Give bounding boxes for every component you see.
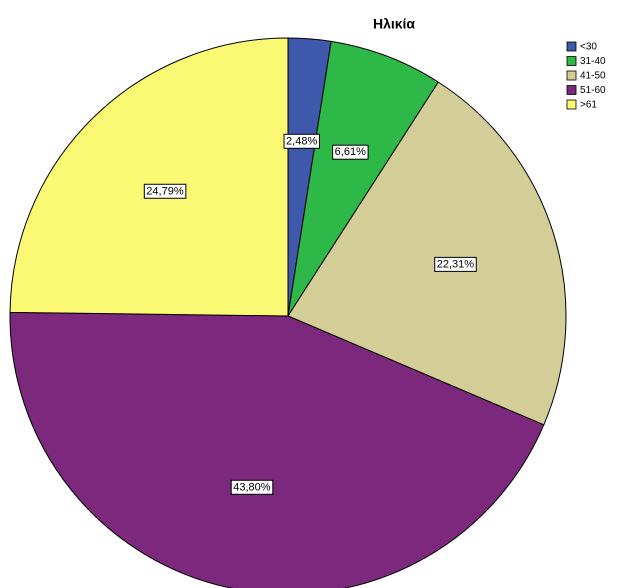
data-label-box [230,479,274,495]
legend-label: <30 [580,42,597,53]
data-label-box [283,133,320,149]
legend-label: 51-60 [580,85,606,96]
legend-label: 41-50 [580,71,606,82]
data-label: 6,61% [335,146,366,158]
legend-swatch [566,99,577,110]
legend-swatch [566,70,577,81]
pie-slice [9,311,545,588]
data-label-box [332,144,369,160]
pie-slice [9,37,289,317]
chart-title: Ηλικία [373,16,415,32]
legend-label: 31-40 [580,56,606,67]
data-label: 22,31% [437,258,475,270]
legend-label: >61 [580,100,597,111]
pie-slice [287,40,439,317]
legend-swatch [566,56,577,66]
legend-swatch [566,41,577,52]
pie-slice [287,81,567,426]
data-label: 24,79% [146,185,184,197]
data-label-box [143,183,187,199]
legend-swatch [566,85,577,95]
data-label: 2,48% [286,135,317,147]
data-label-box [434,256,477,272]
data-label: 43,80% [233,481,271,493]
